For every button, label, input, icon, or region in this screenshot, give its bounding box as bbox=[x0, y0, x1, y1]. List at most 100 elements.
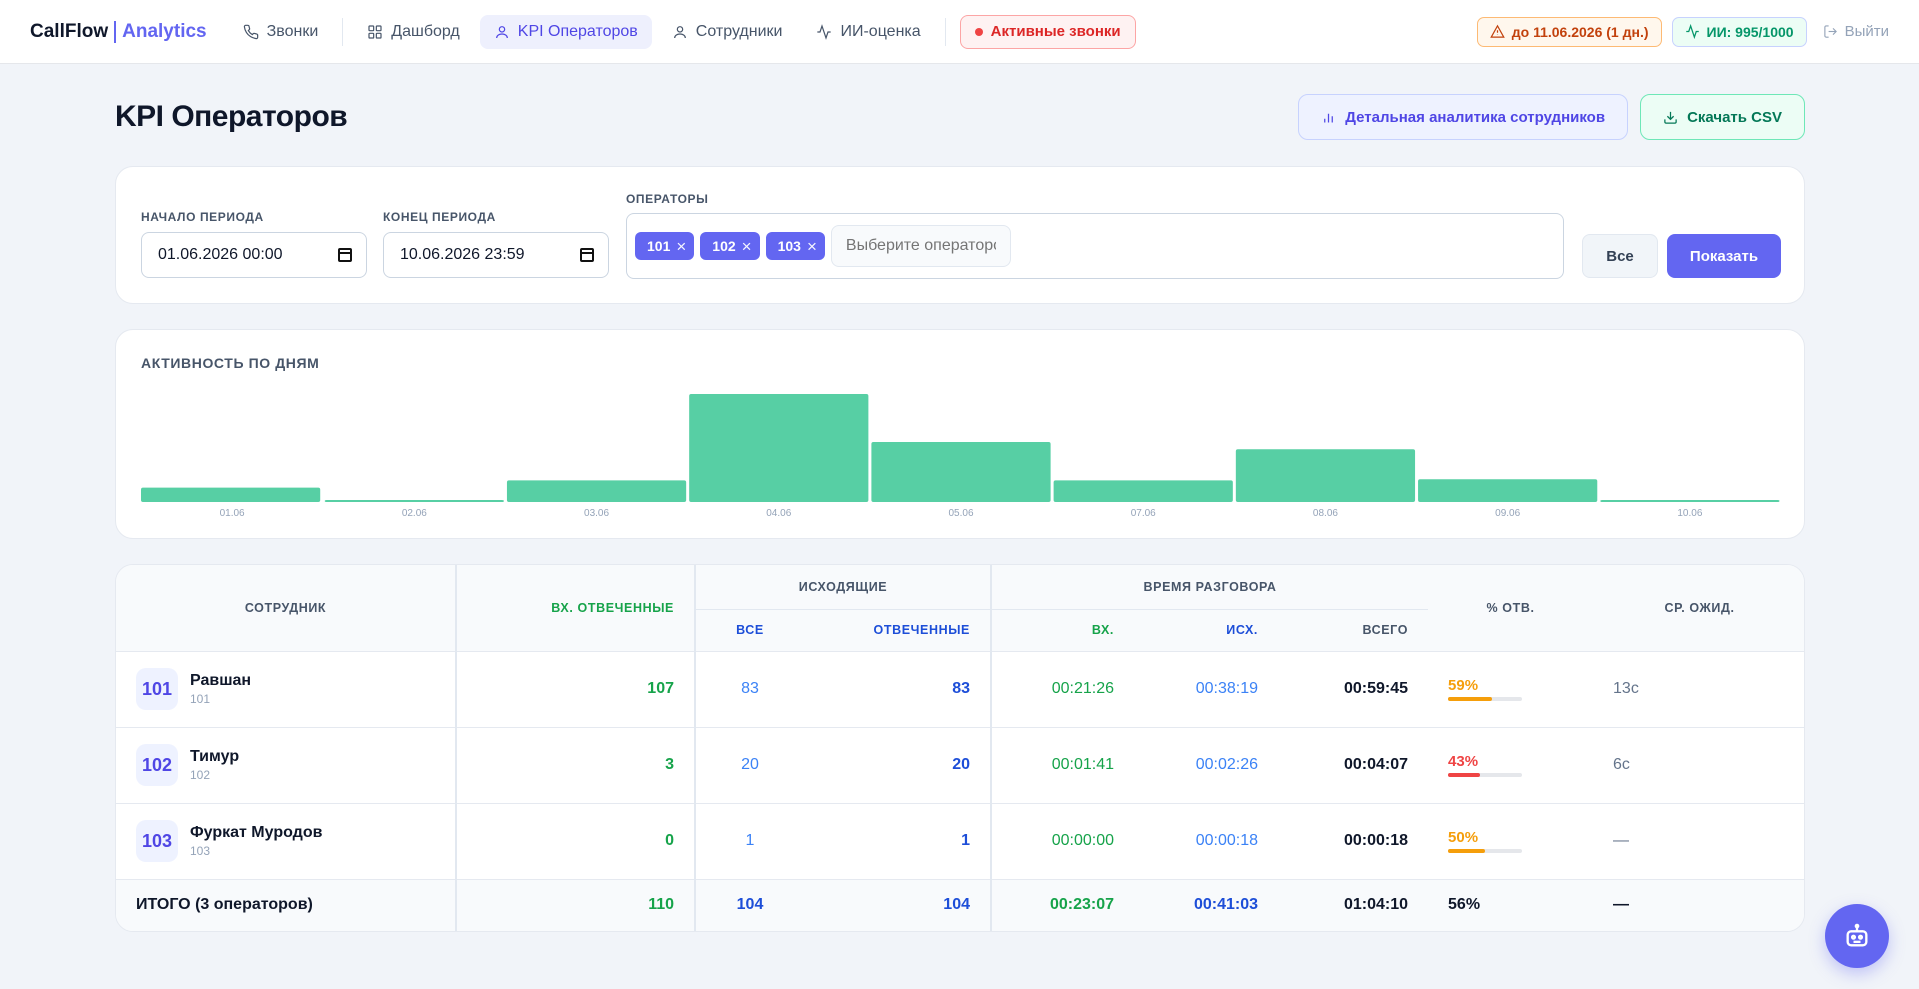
calendar-icon[interactable] bbox=[338, 248, 352, 262]
start-date-value: 01.06.2026 00:00 bbox=[158, 246, 283, 263]
col-pct-answered: % отв. bbox=[1428, 565, 1594, 651]
download-csv-label: Скачать CSV bbox=[1687, 108, 1782, 126]
pct-progress-fill bbox=[1448, 773, 1480, 777]
page-title: KPI Операторов bbox=[115, 100, 348, 133]
employee-name: Тимур bbox=[190, 748, 240, 765]
operator-chip-label: 103 bbox=[777, 238, 801, 254]
talk-in-cell: 00:01:41 bbox=[990, 726, 1134, 803]
ai-quota-badge[interactable]: ИИ: 995/1000 bbox=[1671, 16, 1807, 47]
user-icon bbox=[495, 25, 508, 38]
out-all-cell: 1 bbox=[694, 802, 804, 879]
chart-bar[interactable] bbox=[1235, 449, 1416, 502]
employee-ext: 103 bbox=[190, 844, 211, 858]
operator-search-input[interactable] bbox=[830, 225, 1011, 267]
nav-calls[interactable]: Звонки bbox=[229, 15, 333, 49]
pct-cell: 59% bbox=[1428, 650, 1594, 727]
x-tick-label: 09.06 bbox=[1495, 508, 1520, 519]
table-row[interactable]: 103 Фуркат Муродов 103 0 1 1 00:00:00 00:… bbox=[116, 802, 1804, 879]
x-tick-label: 10.06 bbox=[1677, 508, 1702, 519]
avg-wait-cell: 6с bbox=[1593, 726, 1804, 803]
active-calls-button[interactable]: Активные звонки bbox=[959, 14, 1136, 49]
out-all-cell: 20 bbox=[694, 726, 804, 803]
activity-icon bbox=[817, 23, 832, 40]
operators-multiselect[interactable]: 101 × 102 × 103 × bbox=[626, 213, 1564, 279]
kpi-table: Сотрудник Вх. отвеченные Исходящие Время… bbox=[116, 565, 1804, 931]
table-row[interactable]: 101 Равшан 101 107 83 83 00:21:26 00:38:1… bbox=[116, 650, 1804, 727]
nav-dashboard-label: Дашборд bbox=[391, 22, 460, 40]
warning-icon bbox=[1489, 24, 1505, 38]
chart-bar[interactable] bbox=[871, 442, 1051, 502]
out-answered-cell: 83 bbox=[804, 650, 991, 727]
chart-bar[interactable] bbox=[1053, 480, 1233, 502]
nav-ai-rating[interactable]: ИИ-оценка bbox=[802, 15, 934, 49]
brand-name: CallFlow bbox=[30, 20, 109, 42]
col-out-answered: Отвеченные bbox=[804, 608, 991, 651]
detailed-analytics-label: Детальная аналитика сотрудников bbox=[1345, 108, 1606, 126]
employee-ext: 101 bbox=[190, 692, 211, 706]
employee-name: Фуркат Муродов bbox=[190, 824, 323, 841]
out-all-cell: 83 bbox=[694, 650, 804, 727]
chart-bar[interactable] bbox=[1600, 500, 1780, 502]
pct-cell: 43% bbox=[1428, 726, 1594, 803]
pct-cell: 50% bbox=[1428, 802, 1594, 879]
nav-employees[interactable]: Сотрудники bbox=[658, 15, 797, 49]
brand-separator bbox=[114, 20, 117, 43]
extension-badge: 101 bbox=[136, 668, 178, 710]
pct-progress-fill bbox=[1448, 697, 1492, 701]
chart-bar[interactable] bbox=[689, 394, 869, 502]
download-icon bbox=[1664, 111, 1677, 124]
chart-bar[interactable] bbox=[1418, 479, 1598, 502]
in-answered-cell: 107 bbox=[455, 650, 695, 727]
active-calls-label: Активные звонки bbox=[990, 23, 1121, 40]
brand-accent: Analytics bbox=[122, 20, 207, 42]
start-date-input[interactable]: 01.06.2026 00:00 bbox=[141, 232, 367, 278]
chart-bar[interactable] bbox=[324, 500, 504, 502]
operator-chip: 102 × bbox=[700, 232, 760, 260]
avg-wait-cell: 13с bbox=[1593, 650, 1804, 727]
total-talk-in: 00:23:07 bbox=[990, 878, 1134, 931]
robot-icon bbox=[1846, 923, 1868, 947]
pct-value: 50% bbox=[1448, 829, 1479, 846]
talk-total-cell: 00:59:45 bbox=[1278, 650, 1429, 727]
nav-divider bbox=[944, 17, 946, 46]
chart-bar[interactable] bbox=[141, 487, 321, 502]
x-tick-label: 03.06 bbox=[584, 508, 609, 519]
download-csv-button[interactable]: Скачать CSV bbox=[1640, 94, 1805, 140]
out-answered-cell: 1 bbox=[804, 802, 991, 879]
remove-chip-icon[interactable]: × bbox=[676, 236, 687, 256]
pct-progress-bar bbox=[1448, 773, 1523, 777]
grid-icon bbox=[368, 24, 382, 39]
pct-value: 59% bbox=[1448, 677, 1479, 694]
total-row: ИТОГО (3 операторов) 110 104 104 00:23:0… bbox=[116, 878, 1804, 931]
end-date-input[interactable]: 10.06.2026 23:59 bbox=[383, 232, 609, 278]
remove-chip-icon[interactable]: × bbox=[806, 236, 817, 256]
bar-chart-icon bbox=[1324, 113, 1334, 122]
talk-in-cell: 00:21:26 bbox=[990, 650, 1134, 727]
calendar-icon[interactable] bbox=[580, 248, 594, 262]
chart-bar[interactable] bbox=[506, 480, 687, 502]
select-all-button[interactable]: Все bbox=[1582, 234, 1658, 278]
nav-dashboard[interactable]: Дашборд bbox=[353, 15, 474, 49]
table-row[interactable]: 102 Тимур 102 3 20 20 00:01:41 00:02:26 0… bbox=[116, 726, 1804, 803]
col-group-talk-time: Время разговора bbox=[989, 565, 1429, 609]
detailed-analytics-button[interactable]: Детальная аналитика сотрудников bbox=[1298, 94, 1629, 140]
nav-kpi-operators[interactable]: KPI Операторов bbox=[479, 14, 652, 49]
col-in-answered: Вх. отвеченные bbox=[455, 565, 695, 651]
logout-button[interactable]: Выйти bbox=[1823, 23, 1889, 40]
ai-assistant-button[interactable] bbox=[1825, 904, 1889, 968]
user-icon bbox=[673, 25, 686, 38]
remove-chip-icon[interactable]: × bbox=[741, 236, 752, 256]
talk-out-cell: 00:38:19 bbox=[1134, 650, 1278, 727]
col-avg-wait: Ср. ожид. bbox=[1593, 565, 1804, 651]
license-badge[interactable]: до 11.06.2026 (1 дн.) bbox=[1476, 16, 1662, 47]
col-employee: Сотрудник bbox=[116, 565, 456, 651]
brand-logo[interactable]: CallFlow Analytics bbox=[30, 20, 207, 43]
kpi-table-card: Сотрудник Вх. отвеченные Исходящие Время… bbox=[115, 564, 1805, 932]
operator-chip: 103 × bbox=[765, 232, 825, 260]
pct-progress-bar bbox=[1448, 697, 1523, 701]
x-tick-label: 05.06 bbox=[948, 508, 973, 519]
show-button[interactable]: Показать bbox=[1667, 234, 1781, 278]
chart-title: АКТИВНОСТЬ ПО ДНЯМ bbox=[141, 355, 320, 371]
col-out-all: Все bbox=[694, 608, 804, 651]
live-dot-icon bbox=[974, 27, 983, 36]
